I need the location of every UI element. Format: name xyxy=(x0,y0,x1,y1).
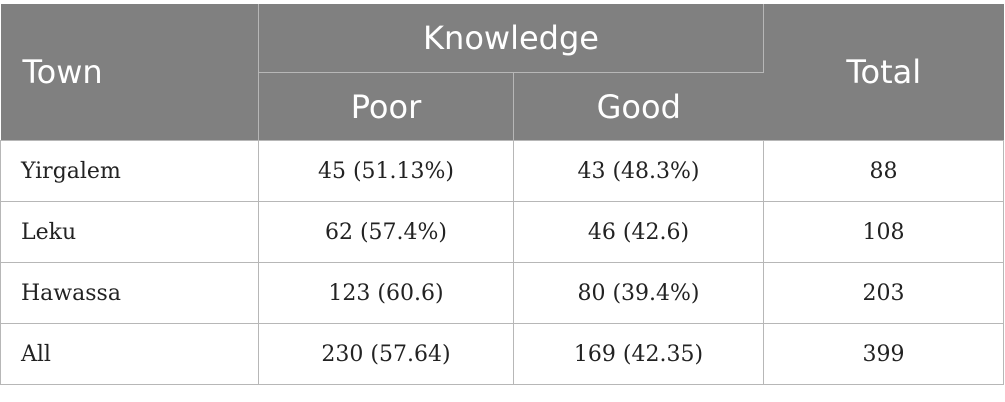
town-cell: All xyxy=(0,323,259,385)
total-cell: 108 xyxy=(763,201,1004,263)
total-cell: 88 xyxy=(763,140,1004,202)
table-body: Yirgalem 45 (51.13%) 43 (48.3%) 88 Leku … xyxy=(0,140,1004,385)
table-row: All 230 (57.64) 169 (42.35) 399 xyxy=(0,323,1004,385)
header-row-2: Poor Good xyxy=(1,72,1004,141)
poor-column-header: Poor xyxy=(258,72,514,141)
knowledge-group-header: Knowledge xyxy=(258,4,764,73)
poor-cell: 123 (60.6) xyxy=(258,262,514,324)
town-cell: Yirgalem xyxy=(0,140,259,202)
town-cell: Hawassa xyxy=(0,262,259,324)
table-row: Leku 62 (57.4%) 46 (42.6) 108 xyxy=(0,201,1004,263)
total-cell: 203 xyxy=(763,262,1004,324)
table-row: Hawassa 123 (60.6) 80 (39.4%) 203 xyxy=(0,262,1004,324)
total-column-header: Total xyxy=(763,4,1004,141)
town-column-header: Town xyxy=(0,4,259,141)
poor-cell: 62 (57.4%) xyxy=(258,201,514,263)
town-cell: Leku xyxy=(0,201,259,263)
table-header: Town Knowledge Total Poor Good xyxy=(0,4,1004,141)
poor-cell: 45 (51.13%) xyxy=(258,140,514,202)
good-cell: 43 (48.3%) xyxy=(513,140,764,202)
good-cell: 80 (39.4%) xyxy=(513,262,764,324)
header-row-1: Town Knowledge Total xyxy=(0,4,1004,141)
good-cell: 46 (42.6) xyxy=(513,201,764,263)
good-cell: 169 (42.35) xyxy=(513,323,764,385)
knowledge-by-town-table: Town Knowledge Total Poor Good Yirgalem … xyxy=(0,4,1004,385)
table-row: Yirgalem 45 (51.13%) 43 (48.3%) 88 xyxy=(0,140,1004,202)
good-column-header: Good xyxy=(513,72,764,141)
poor-cell: 230 (57.64) xyxy=(258,323,514,385)
total-cell: 399 xyxy=(763,323,1004,385)
